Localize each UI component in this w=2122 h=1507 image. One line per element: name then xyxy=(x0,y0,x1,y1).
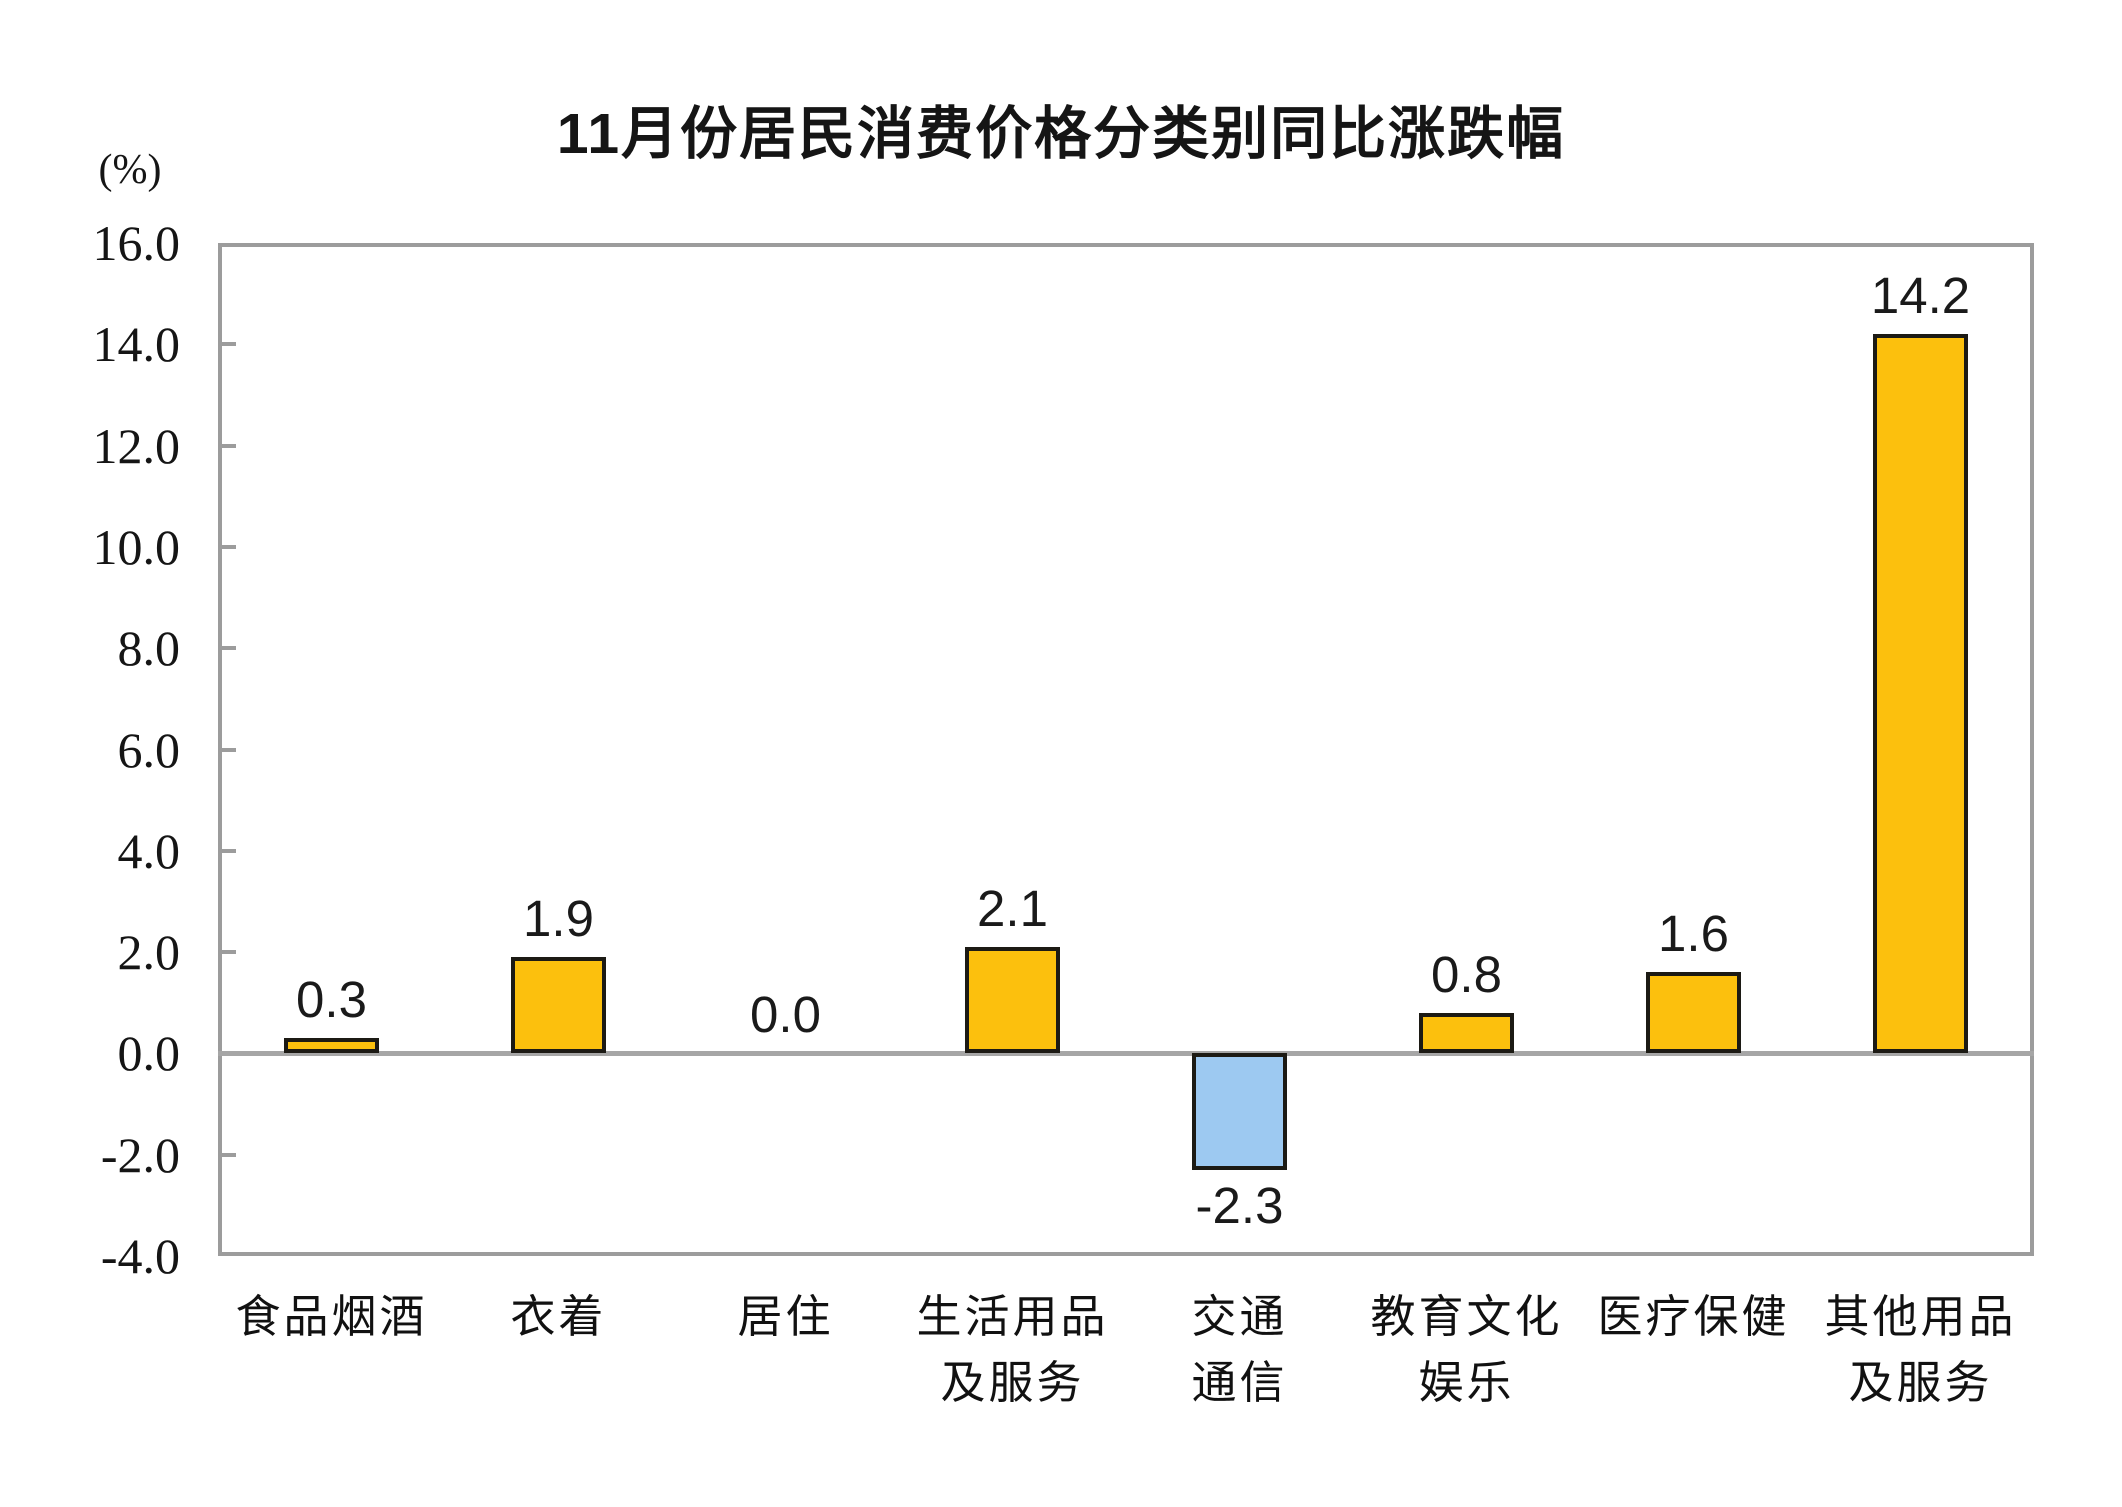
x-axis-category-label-line: 交通 xyxy=(1191,1291,1288,1342)
bar xyxy=(965,947,1060,1054)
x-axis-category-label-line: 及服务 xyxy=(940,1357,1085,1408)
y-tick-label: 16.0 xyxy=(92,215,181,271)
x-axis-category-label: 其他用品 及服务 xyxy=(1791,1284,2051,1416)
bar xyxy=(1646,972,1741,1054)
y-tick-label: 0.0 xyxy=(117,1025,181,1082)
y-tick-label: 2.0 xyxy=(117,924,181,981)
bar-value-label: 1.9 xyxy=(523,890,594,948)
bar xyxy=(1419,1012,1514,1054)
y-tick-mark xyxy=(218,646,236,651)
x-axis-category-label-line: 及服务 xyxy=(1848,1357,1993,1408)
x-axis-category-label: 教育文化 娱乐 xyxy=(1337,1284,1597,1416)
x-axis-category-label: 医疗保健 xyxy=(1564,1284,1824,1350)
x-axis-category-label-line: 通信 xyxy=(1191,1357,1288,1408)
x-axis-category-label-line: 医疗保健 xyxy=(1597,1291,1790,1342)
x-axis-category-label-line: 居住 xyxy=(737,1291,834,1342)
y-tick-mark xyxy=(218,544,236,549)
x-axis-category-label-line: 其他用品 xyxy=(1824,1291,2017,1342)
y-tick-label: -2.0 xyxy=(100,1126,180,1183)
bar-value-label: -2.3 xyxy=(1195,1176,1284,1234)
bar-value-label: 2.1 xyxy=(977,880,1048,938)
x-axis-category-label-line: 娱乐 xyxy=(1418,1357,1515,1408)
y-tick-label: 4.0 xyxy=(117,822,181,879)
x-axis-category-label: 交通 通信 xyxy=(1110,1284,1370,1416)
y-tick-mark xyxy=(218,848,236,853)
y-tick-label: -4.0 xyxy=(100,1228,180,1284)
y-axis-unit-label: (%) xyxy=(98,147,162,193)
y-tick-mark xyxy=(218,342,236,347)
bar xyxy=(511,957,606,1054)
chart-title: 11月份居民消费价格分类别同比涨跌幅 xyxy=(556,102,1566,166)
bar xyxy=(1192,1053,1287,1170)
x-axis-category-label: 居住 xyxy=(656,1284,916,1350)
bar-value-label: 0.3 xyxy=(296,971,367,1029)
x-axis-category-label-line: 衣着 xyxy=(510,1291,607,1342)
bar xyxy=(284,1038,379,1054)
x-axis-category-label-line: 食品烟酒 xyxy=(235,1291,428,1342)
plot-area xyxy=(218,243,2034,1256)
x-axis-category-label: 衣着 xyxy=(429,1284,689,1350)
x-axis-category-label-line: 生活用品 xyxy=(916,1291,1109,1342)
x-axis-category-label-line: 教育文化 xyxy=(1370,1291,1563,1342)
y-tick-label: 14.0 xyxy=(92,316,181,373)
y-tick-label: 8.0 xyxy=(117,620,181,677)
bar-value-label: 14.2 xyxy=(1870,267,1971,325)
y-tick-mark xyxy=(218,443,236,448)
y-tick-label: 10.0 xyxy=(92,518,181,575)
bar-value-label: 0.8 xyxy=(1431,945,1502,1003)
y-tick-label: 6.0 xyxy=(117,721,181,778)
y-tick-mark xyxy=(218,950,236,955)
y-tick-mark xyxy=(218,1152,236,1157)
zero-axis-line xyxy=(218,1051,2034,1057)
bar-value-label: 0.0 xyxy=(750,986,821,1044)
bar-value-label: 1.6 xyxy=(1658,905,1729,963)
x-axis-category-label: 食品烟酒 xyxy=(202,1284,462,1350)
y-tick-label: 12.0 xyxy=(92,417,181,474)
x-axis-category-label: 生活用品 及服务 xyxy=(883,1284,1143,1416)
bar xyxy=(1873,334,1968,1054)
y-tick-mark xyxy=(218,747,236,752)
